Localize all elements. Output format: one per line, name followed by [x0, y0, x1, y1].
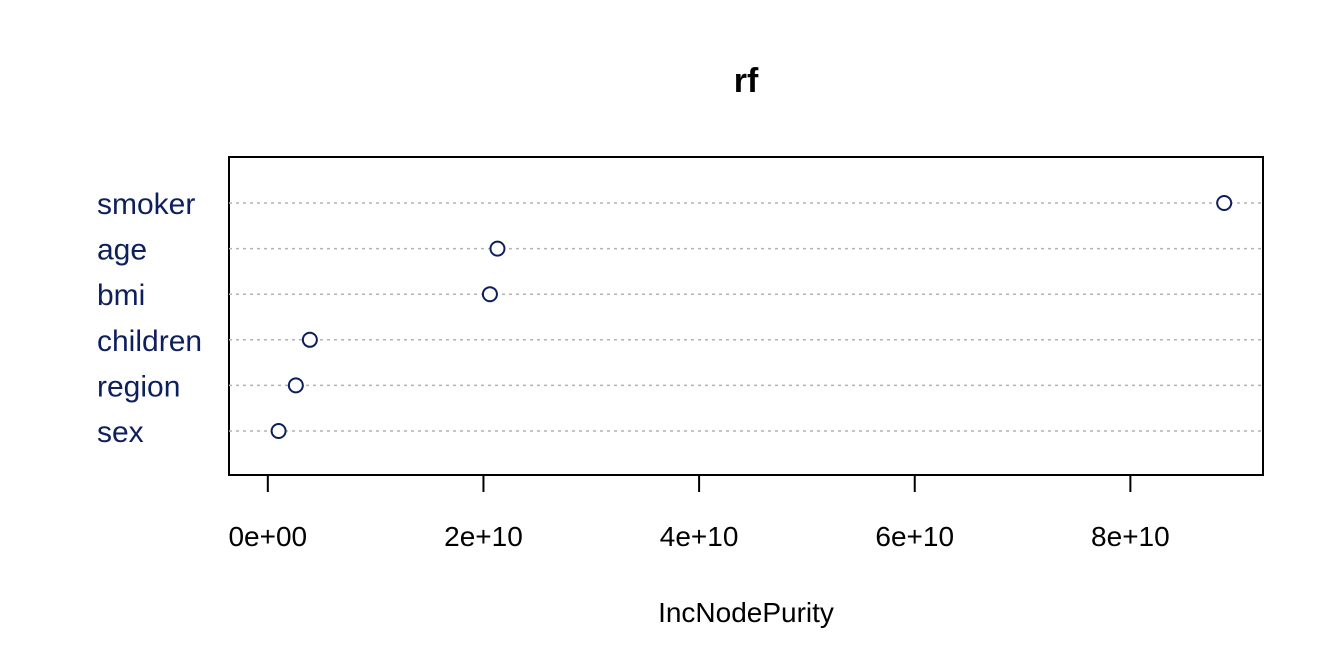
- category-labels: smoker age bmi children region sex: [97, 188, 202, 449]
- x-tick-label-4: 8e+10: [1091, 521, 1170, 552]
- grid-lines: [229, 202, 1263, 432]
- category-label-age: age: [97, 234, 147, 267]
- point-region: [287, 377, 304, 394]
- point-bmi: [481, 286, 498, 303]
- x-tick-label-0: 0e+00: [228, 521, 307, 552]
- category-label-children: children: [97, 325, 202, 358]
- point-smoker: [1216, 195, 1233, 211]
- x-tick-label-1: 2e+10: [444, 521, 523, 552]
- x-tick-label-2: 4e+10: [660, 521, 739, 552]
- category-label-region: region: [97, 370, 180, 403]
- x-axis: 0e+00 2e+10 4e+10 6e+10 8e+10: [228, 474, 1170, 552]
- category-label-smoker: smoker: [97, 188, 195, 221]
- x-axis-label: IncNodePurity: [658, 597, 834, 628]
- category-label-bmi: bmi: [97, 279, 145, 312]
- chart-title: rf: [734, 62, 759, 100]
- point-sex: [270, 423, 287, 439]
- data-points: [270, 195, 1233, 439]
- x-tick-label-3: 6e+10: [875, 521, 954, 552]
- point-age: [489, 240, 506, 257]
- category-label-sex: sex: [97, 416, 144, 449]
- point-children: [301, 331, 318, 348]
- plot-frame: [228, 156, 1264, 476]
